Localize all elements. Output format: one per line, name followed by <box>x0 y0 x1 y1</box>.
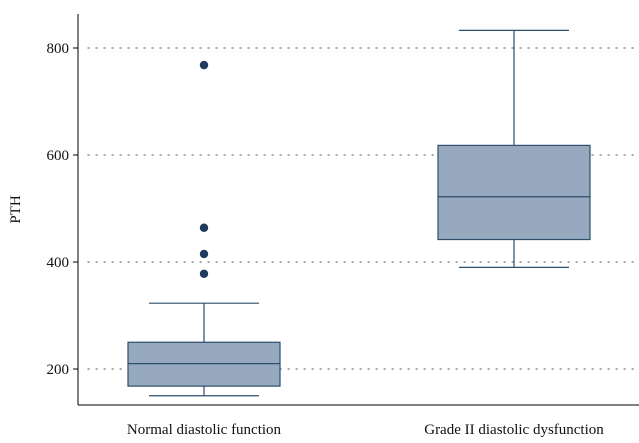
box-group <box>437 29 591 268</box>
y-ticks: 200 400 600 800 <box>47 41 78 378</box>
x-tick-label: Grade II diastolic dysfunction <box>424 422 604 438</box>
y-tick-label: 600 <box>47 148 70 164</box>
outlier-point <box>199 269 209 278</box>
outlier-point <box>199 249 209 259</box>
box-iqr <box>437 144 591 241</box>
x-tick-label: Normal diastolic function <box>127 422 282 438</box>
y-tick-label: 200 <box>47 362 70 378</box>
y-tick-label: 400 <box>47 255 70 271</box>
y-axis-label: PTH <box>8 195 24 224</box>
outlier-point <box>199 223 209 232</box>
y-tick-label: 800 <box>47 41 70 57</box>
x-tick-labels: Normal diastolic function Grade II diasto… <box>127 422 604 438</box>
boxes <box>127 29 591 397</box>
outlier-point <box>199 60 209 70</box>
box-group <box>127 60 281 397</box>
